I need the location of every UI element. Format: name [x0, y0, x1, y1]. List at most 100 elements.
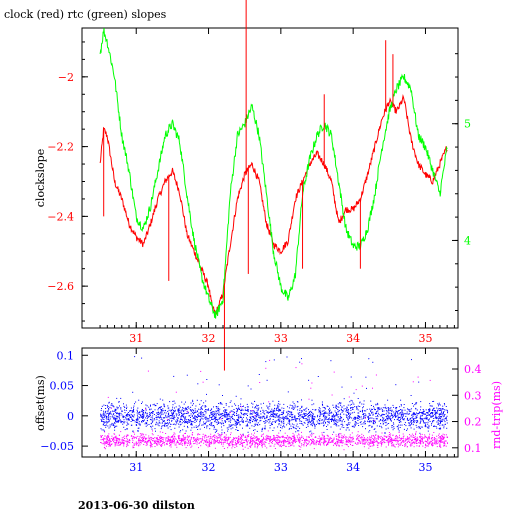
scatter-point-blue	[255, 415, 257, 417]
scatter-point-magenta	[212, 436, 214, 438]
scatter-point-blue	[304, 414, 305, 416]
scatter-point-blue	[225, 403, 227, 404]
scatter-point-blue	[384, 404, 386, 406]
scatter-point-blue	[313, 416, 315, 417]
scatter-point-blue	[191, 415, 193, 417]
scatter-point-blue	[131, 419, 133, 420]
scatter-point-blue	[411, 403, 413, 404]
scatter-point-magenta	[351, 440, 353, 442]
scatter-point-blue	[234, 420, 236, 422]
scatter-point-blue	[399, 420, 401, 422]
scatter-point-magenta	[277, 435, 279, 437]
scatter-point-blue	[276, 409, 278, 411]
scatter-point-blue	[185, 419, 187, 421]
offset-y2-tick-label: 0.4	[464, 363, 482, 376]
offset-y2-ticks: 0.10.20.30.4	[452, 363, 482, 455]
scatter-point-blue	[193, 412, 195, 414]
scatter-point-blue	[119, 405, 120, 407]
scatter-point-magenta	[160, 446, 162, 447]
scatter-point-blue	[183, 410, 184, 412]
scatter-point-blue	[275, 408, 277, 410]
scatter-point-blue	[155, 421, 157, 423]
scatter-point-magenta	[262, 443, 264, 445]
scatter-point-blue	[307, 421, 309, 423]
scatter-point-blue	[343, 408, 345, 410]
scatter-point-magenta	[338, 439, 340, 441]
scatter-point-blue	[230, 424, 232, 426]
scatter-point-blue	[399, 406, 401, 408]
scatter-outlier-blue	[317, 376, 319, 377]
scatter-point-blue	[359, 402, 361, 404]
scatter-point-magenta	[198, 438, 200, 440]
scatter-point-blue	[263, 402, 264, 404]
scatter-point-blue	[205, 421, 207, 423]
scatter-point-blue	[440, 421, 442, 422]
scatter-point-magenta	[414, 435, 416, 437]
scatter-point-magenta	[153, 443, 155, 444]
scatter-point-blue	[260, 416, 262, 418]
scatter-point-magenta	[158, 439, 160, 441]
scatter-point-blue	[271, 422, 273, 424]
scatter-point-blue	[240, 403, 242, 405]
scatter-point-blue	[231, 410, 233, 412]
scatter-point-magenta	[190, 440, 191, 442]
scatter-point-blue	[368, 431, 370, 433]
scatter-point-blue	[398, 424, 400, 426]
scatter-point-magenta	[415, 440, 417, 442]
scatter-point-magenta	[410, 445, 412, 447]
offset-scatter-points	[100, 356, 449, 451]
scatter-point-blue	[136, 424, 138, 426]
scatter-point-blue	[307, 424, 309, 426]
scatter-point-blue	[444, 423, 446, 425]
scatter-point-blue	[167, 425, 169, 427]
scatter-point-blue	[306, 407, 308, 409]
scatter-point-blue	[414, 404, 416, 406]
scatter-point-blue	[205, 416, 207, 418]
scatter-point-magenta	[338, 435, 340, 437]
scatter-point-blue	[428, 408, 430, 410]
scatter-point-magenta	[440, 437, 442, 439]
scatter-point-magenta	[177, 442, 179, 444]
scatter-outlier-blue	[353, 392, 355, 394]
scatter-point-blue	[260, 413, 262, 415]
scatter-point-blue	[307, 419, 309, 421]
scatter-point-blue	[349, 422, 351, 424]
scatter-point-blue	[226, 427, 228, 429]
scatter-point-magenta	[301, 440, 303, 441]
scatter-point-magenta	[220, 438, 222, 440]
scatter-point-blue	[441, 410, 443, 412]
scatter-point-blue	[246, 424, 248, 426]
scatter-outlier-blue	[308, 379, 310, 381]
scatter-point-blue	[158, 422, 160, 424]
scatter-point-blue	[285, 415, 287, 417]
scatter-point-magenta	[176, 441, 178, 443]
scatter-point-magenta	[244, 442, 245, 443]
offset-y-axis-label: offset(ms)	[34, 375, 47, 431]
scatter-point-magenta	[197, 439, 198, 441]
scatter-point-blue	[165, 412, 167, 414]
scatter-point-magenta	[443, 445, 445, 447]
scatter-point-blue	[126, 415, 128, 417]
scatter-point-blue	[189, 420, 191, 422]
scatter-point-blue	[318, 407, 320, 409]
scatter-point-blue	[423, 413, 425, 415]
scatter-point-blue	[403, 407, 405, 409]
scatter-point-blue	[150, 408, 152, 410]
scatter-point-blue	[338, 406, 340, 408]
scatter-point-magenta	[395, 435, 397, 437]
scatter-point-magenta	[344, 443, 346, 445]
scatter-point-magenta	[146, 437, 148, 439]
scatter-point-magenta	[432, 444, 434, 446]
scatter-point-magenta	[329, 441, 331, 443]
scatter-point-blue	[295, 420, 297, 422]
scatter-point-blue	[181, 422, 183, 424]
scatter-point-magenta	[293, 434, 295, 436]
scatter-point-magenta	[288, 445, 290, 447]
scatter-point-magenta	[146, 443, 148, 445]
scatter-point-blue	[359, 418, 361, 420]
scatter-point-blue	[197, 414, 199, 416]
scatter-point-blue	[206, 417, 208, 419]
scatter-point-blue	[225, 416, 227, 418]
scatter-point-blue	[324, 407, 326, 409]
scatter-point-blue	[123, 422, 125, 424]
